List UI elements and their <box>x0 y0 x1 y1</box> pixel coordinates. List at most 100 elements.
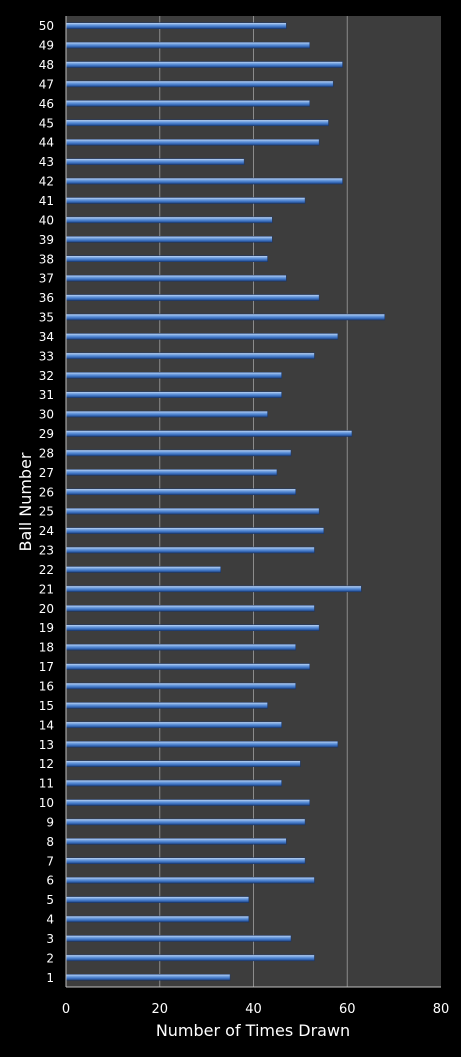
bar-ball-29 <box>65 430 353 437</box>
bar-ball-13 <box>65 741 339 748</box>
y-tick-label: 31 <box>39 388 54 402</box>
y-tick-label: 1 <box>46 971 54 985</box>
bar-ball-26 <box>65 488 296 496</box>
bar-ball-30 <box>65 410 268 418</box>
bar-ball-45 <box>65 119 329 127</box>
y-tick-label: 24 <box>39 524 54 538</box>
y-tick-label: 14 <box>39 718 54 732</box>
y-tick-label: 50 <box>39 19 54 33</box>
y-tick-label: 30 <box>39 408 54 422</box>
bar-ball-10 <box>65 799 310 806</box>
y-tick-label: 8 <box>46 835 54 849</box>
y-tick-label: 42 <box>39 175 54 189</box>
bar-ball-33 <box>65 352 315 360</box>
y-tick-label: 43 <box>39 155 54 169</box>
x-tick-label: 60 <box>339 1002 356 1017</box>
y-tick-label: 34 <box>39 330 54 344</box>
y-tick-label: 5 <box>46 893 54 907</box>
bar-ball-32 <box>65 372 282 379</box>
x-tick-label: 40 <box>245 1002 262 1017</box>
bar-ball-5 <box>65 896 250 903</box>
bar-ball-41 <box>65 197 306 204</box>
bar-ball-39 <box>65 236 273 243</box>
x-tick-label: 80 <box>433 1002 450 1017</box>
y-tick-label: 32 <box>39 369 54 383</box>
bar-ball-28 <box>65 449 292 457</box>
x-tick-label: 0 <box>62 1002 70 1017</box>
y-tick-label: 41 <box>39 194 54 208</box>
bar-ball-18 <box>65 643 296 651</box>
y-tick-label: 16 <box>39 679 54 693</box>
bar-ball-27 <box>65 469 278 476</box>
y-tick-label: 49 <box>39 39 54 53</box>
bar-ball-22 <box>65 566 221 573</box>
bar-ball-46 <box>65 100 310 107</box>
bar-ball-14 <box>65 721 282 729</box>
y-tick-label: 44 <box>39 136 54 150</box>
y-tick-label: 11 <box>39 777 54 791</box>
bar-ball-19 <box>65 624 320 631</box>
bar-ball-20 <box>65 605 315 612</box>
y-tick-label: 13 <box>39 738 54 752</box>
y-tick-label: 25 <box>39 505 54 519</box>
y-tick-label: 2 <box>46 951 54 965</box>
y-tick-label: 3 <box>46 932 54 946</box>
y-tick-label: 28 <box>39 446 54 460</box>
bar-ball-16 <box>65 682 296 690</box>
y-tick-label: 19 <box>39 621 54 635</box>
y-tick-label: 39 <box>39 233 54 247</box>
bar-ball-15 <box>65 702 268 709</box>
bar-ball-21 <box>65 585 362 593</box>
y-tick-label: 33 <box>39 349 54 363</box>
bar-ball-40 <box>65 216 273 224</box>
bar-ball-42 <box>65 177 343 185</box>
y-tick-label: 4 <box>46 913 54 927</box>
y-tick-label: 20 <box>39 602 54 616</box>
y-tick-label: 38 <box>39 252 54 266</box>
bar-ball-12 <box>65 760 301 767</box>
bar-ball-7 <box>65 857 306 865</box>
bar-ball-1 <box>65 974 231 981</box>
y-tick-labels: 1234567891011121314151617181920212223242… <box>39 19 54 985</box>
bar-ball-48 <box>65 61 343 68</box>
bar-ball-50 <box>65 22 287 29</box>
bar-ball-25 <box>65 507 320 515</box>
bar-ball-43 <box>65 158 245 165</box>
x-axis-title: Number of Times Drawn <box>156 1021 350 1040</box>
x-tick-label: 20 <box>151 1002 168 1017</box>
y-tick-label: 9 <box>46 815 54 829</box>
bar-ball-49 <box>65 41 310 49</box>
bar-ball-24 <box>65 527 325 534</box>
x-tick-labels: 0 20 40 60 80 <box>62 1002 449 1017</box>
y-tick-label: 37 <box>39 272 54 286</box>
bar-ball-11 <box>65 779 282 787</box>
y-tick-label: 6 <box>46 874 54 888</box>
y-tick-label: 46 <box>39 97 54 111</box>
y-tick-label: 22 <box>39 563 54 577</box>
y-tick-label: 40 <box>39 213 54 227</box>
bar-ball-2 <box>65 954 315 962</box>
bar-ball-8 <box>65 838 287 845</box>
y-tick-label: 29 <box>39 427 54 441</box>
bar-ball-47 <box>65 80 334 88</box>
y-tick-label: 27 <box>39 466 54 480</box>
y-axis-title: Ball Number <box>16 452 35 551</box>
bar-ball-23 <box>65 546 315 554</box>
y-tick-label: 7 <box>46 854 54 868</box>
bar-ball-3 <box>65 935 292 942</box>
y-tick-label: 26 <box>39 485 54 499</box>
y-tick-label: 21 <box>39 582 54 596</box>
bar-ball-34 <box>65 333 339 340</box>
y-tick-label: 35 <box>39 311 54 325</box>
y-tick-label: 23 <box>39 544 54 558</box>
y-tick-label: 48 <box>39 58 54 72</box>
bar-ball-31 <box>65 391 282 398</box>
bars <box>65 22 385 981</box>
bar-ball-9 <box>65 818 306 826</box>
y-tick-label: 17 <box>39 660 54 674</box>
bar-ball-35 <box>65 313 385 321</box>
y-tick-label: 45 <box>39 116 54 130</box>
bar-ball-44 <box>65 138 320 146</box>
